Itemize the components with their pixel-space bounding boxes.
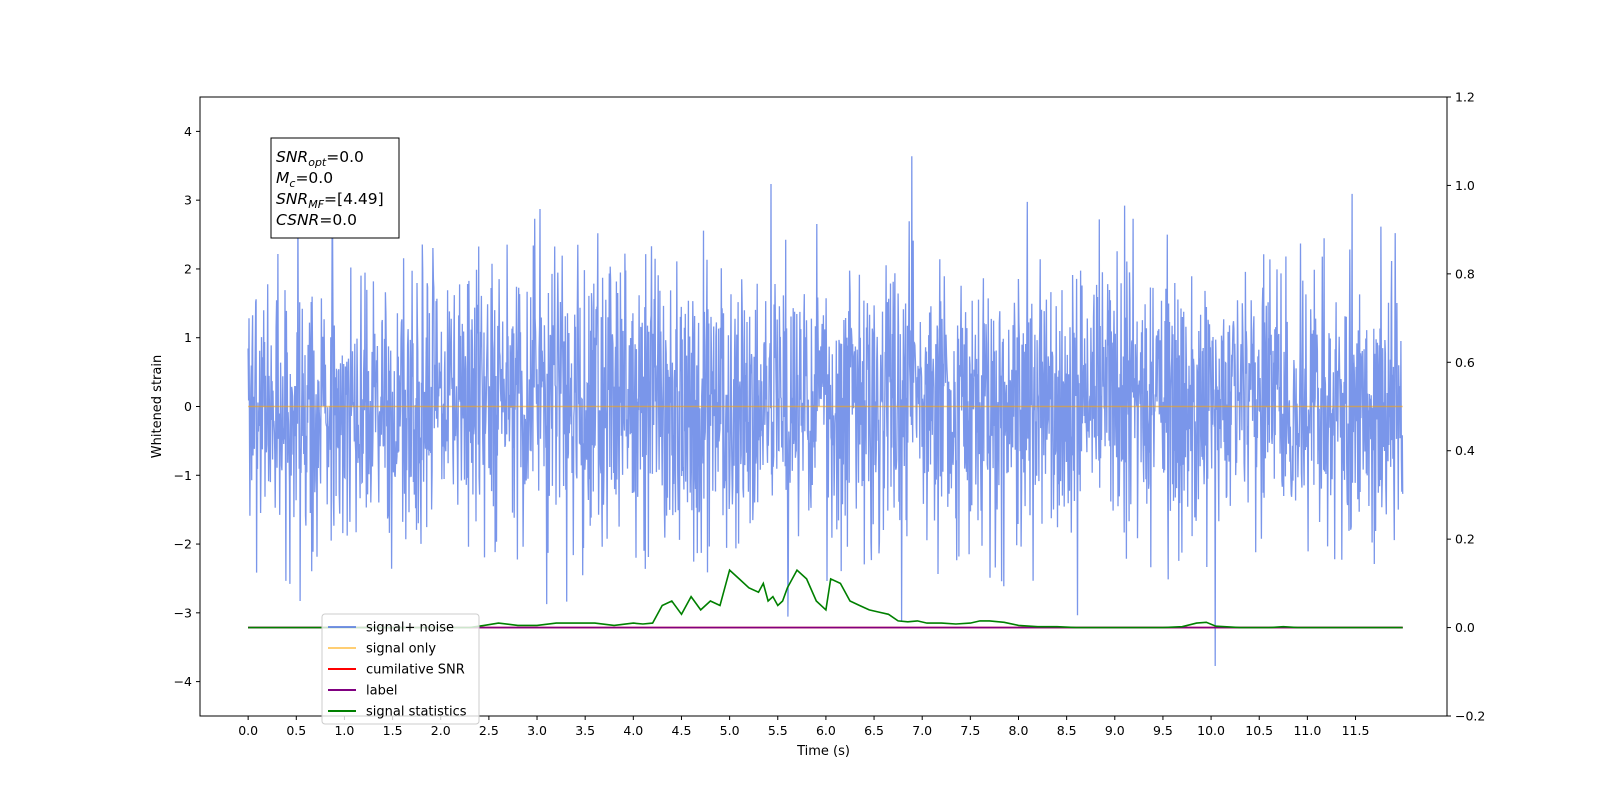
x-tick-label: 5.5 (768, 723, 788, 738)
legend-entry-label: label (366, 684, 397, 699)
x-tick-label: 6.0 (816, 723, 836, 738)
y-tick-label: 1 (184, 330, 192, 345)
series-line-signal-statistics (248, 568, 1403, 629)
legend-entry-label: signal+ noise (366, 621, 454, 636)
series-line-signal-noise (247, 156, 1404, 667)
x-tick-label: 11.5 (1342, 723, 1370, 738)
x-tick-label: 10.5 (1245, 723, 1273, 738)
x-tick-label: 2.5 (479, 723, 499, 738)
y2-tick-label: 0.6 (1455, 355, 1475, 370)
x-tick-label: 4.5 (672, 723, 692, 738)
legend-entry-label: signal statistics (366, 705, 467, 720)
y2-tick-label: 1.2 (1455, 90, 1475, 105)
x-tick-label: 9.5 (1153, 723, 1173, 738)
annotation-line: SNRopt=0.0 (276, 148, 364, 169)
y2-tick-label: 1.0 (1455, 178, 1475, 193)
legend-entry-label: cumilative SNR (366, 663, 465, 678)
y2-tick-label: 0.4 (1455, 443, 1475, 458)
x-tick-label: 2.0 (431, 723, 451, 738)
annotation-line: CSNR=0.0 (276, 211, 357, 229)
legend: signal+ noise signal only cumilative SNR la… (321, 613, 480, 725)
x-tick-label: 3.5 (575, 723, 595, 738)
x-tick-label: 6.5 (864, 723, 884, 738)
annotation-box-border (270, 137, 400, 239)
x-tick-label: 3.0 (527, 723, 547, 738)
x-tick-label: 7.5 (960, 723, 980, 738)
y2-tick-label: 0.0 (1455, 620, 1475, 635)
y-tick-label: −2 (174, 537, 192, 552)
x-tick-label: 9.0 (1105, 723, 1125, 738)
annotation-line: Mc=0.0 (276, 169, 333, 190)
y-tick-label: 4 (184, 124, 192, 139)
x-axis-ticks: 0.0 0.5 1.0 1.5 2.0 2.5 3.0 3.5 4.0 4.5 5.0 5.5 6.0 6… (238, 716, 1369, 738)
x-tick-label: 4.0 (623, 723, 643, 738)
x-tick-label: 1.0 (334, 723, 354, 738)
y-axis-ticks: −4 −3 −2 −1 0 1 2 3 4 (174, 124, 200, 689)
x-tick-label: 11.0 (1293, 723, 1321, 738)
x-tick-label: 0.0 (238, 723, 258, 738)
y-axis-label: Whitened strain (150, 355, 165, 458)
x-tick-label: 0.5 (286, 723, 306, 738)
y-tick-label: 3 (184, 193, 192, 208)
y-tick-label: 0 (184, 399, 192, 414)
x-tick-label: 5.0 (720, 723, 740, 738)
y2-tick-label: 0.8 (1455, 266, 1475, 281)
x-tick-label: 7.0 (912, 723, 932, 738)
y2-tick-label: −0.2 (1455, 709, 1485, 724)
legend-entry-label: signal only (366, 642, 436, 657)
y-tick-label: −4 (174, 674, 192, 689)
legend-frame (321, 613, 480, 725)
x-axis-label: Time (s) (796, 744, 850, 759)
x-tick-label: 10.0 (1197, 723, 1225, 738)
y2-tick-label: 0.2 (1455, 532, 1475, 547)
y-tick-label: 2 (184, 261, 192, 276)
x-tick-label: 8.5 (1057, 723, 1077, 738)
y-tick-label: −1 (174, 468, 192, 483)
x-tick-label: 1.5 (383, 723, 403, 738)
y-tick-label: −3 (174, 605, 192, 620)
y2-axis-ticks: −0.2 0.0 0.2 0.4 0.6 0.8 1.0 1.2 (1447, 90, 1485, 724)
annotation-line: SNRMF=[4.49] (276, 190, 384, 211)
x-tick-label: 8.0 (1009, 723, 1029, 738)
